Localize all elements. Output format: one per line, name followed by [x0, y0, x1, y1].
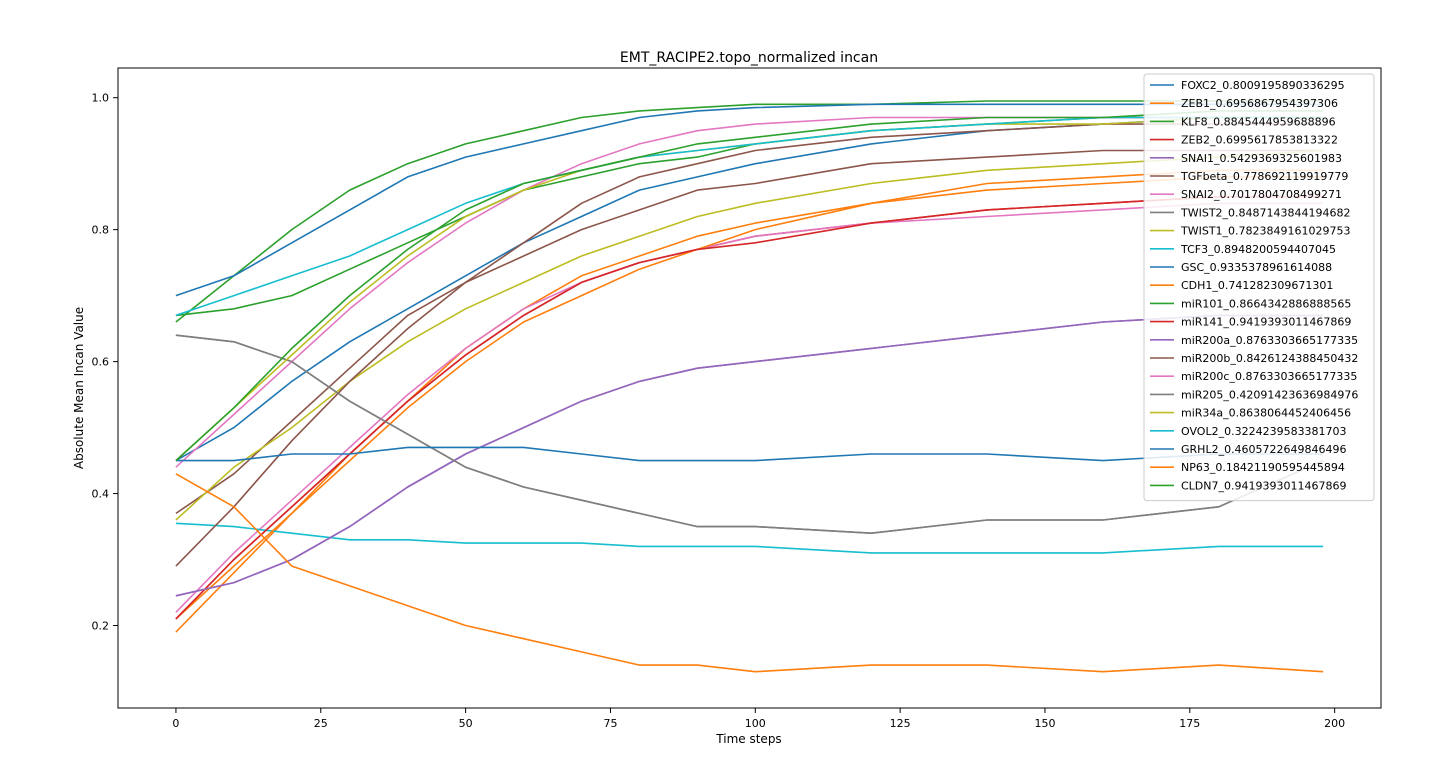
x-tick-label: 75 [603, 717, 617, 730]
legend-label-0: FOXC2_0.8009195890336295 [1181, 79, 1345, 92]
ticks-layer: 0 25 50 75 100 125 150 175 200 0.2 0.4 0.6 0.8 1.0 [92, 92, 1346, 730]
legend-label-20: GRHL2_0.4605722649846496 [1181, 443, 1347, 456]
legend-label-12: miR101_0.8664342886888565 [1181, 297, 1351, 310]
x-tick-label: 175 [1179, 717, 1200, 730]
legend-label-9: TCF3_0.8948200594407045 [1180, 243, 1336, 256]
series-line-20 [175, 446, 1324, 462]
series-line-21 [175, 473, 1324, 673]
legend-label-14: miR200a_0.8763303665177335 [1181, 334, 1358, 347]
series-line-2 [175, 100, 1324, 323]
series-layer [175, 100, 1324, 673]
x-tick-label: 150 [1034, 717, 1055, 730]
legend-label-22: CLDN7_0.9419393011467869 [1181, 479, 1346, 492]
legend-box [1143, 73, 1375, 502]
y-tick-label: 1.0 [92, 92, 110, 105]
y-axis-label: Absolute Mean Incan Value [72, 307, 86, 469]
legend-label-17: miR205_0.42091423636984976 [1181, 388, 1358, 401]
y-tick-label: 0.2 [92, 620, 110, 633]
series-line-13 [175, 195, 1324, 620]
legend: FOXC2_0.8009195890336295 ZEB1_0.695686795… [1143, 73, 1375, 502]
legend-label-18: miR34a_0.8638064452406456 [1181, 407, 1351, 420]
legend-label-5: TGFbeta_0.778692119919779 [1180, 170, 1348, 183]
series-line-5 [175, 149, 1324, 515]
legend-label-2: KLF8_0.8845444959688896 [1181, 115, 1336, 128]
legend-label-8: TWIST1_0.7823849161029753 [1180, 225, 1351, 238]
plot-frame [117, 67, 1382, 709]
legend-label-15: miR200b_0.8426124388450432 [1181, 352, 1358, 365]
chart-title: EMT_RACIPE2.topo_normalized incan [620, 50, 878, 66]
series-line-11 [175, 169, 1324, 620]
legend-label-10: GSC_0.9335378961614088 [1181, 261, 1332, 274]
legend-label-13: miR141_0.9419393011467869 [1181, 316, 1351, 329]
series-line-15 [175, 123, 1324, 567]
legend-label-6: SNAI2_0.7017804708499271 [1181, 188, 1342, 201]
series-line-22 [175, 110, 1324, 462]
x-axis-label: Time steps [715, 732, 781, 746]
x-tick-label: 50 [459, 717, 473, 730]
x-tick-label: 0 [172, 717, 179, 730]
y-tick-label: 0.8 [92, 224, 110, 237]
legend-label-3: ZEB2_0.6995617853813322 [1181, 134, 1338, 147]
series-line-17 [175, 334, 1324, 535]
series-line-8 [175, 149, 1324, 521]
x-tick-label: 125 [890, 717, 911, 730]
series-line-14 [175, 314, 1324, 597]
legend-label-11: CDH1_0.741282309671301 [1181, 279, 1333, 292]
legend-label-16: miR200c_0.8763303665177335 [1181, 370, 1357, 383]
x-tick-label: 100 [745, 717, 766, 730]
y-tick-label: 0.4 [92, 488, 110, 501]
x-tick-label: 25 [314, 717, 328, 730]
y-tick-label: 0.6 [92, 356, 110, 369]
x-tick-label: 200 [1324, 717, 1345, 730]
series-line-10 [175, 103, 1324, 297]
legend-label-21: NP63_0.18421190595445894 [1181, 461, 1345, 474]
series-line-9 [175, 522, 1324, 554]
legend-label-19: OVOL2_0.3224239583381703 [1181, 425, 1347, 438]
legend-label-4: SNAI1_0.5429369325601983 [1181, 152, 1342, 165]
legend-label-7: TWIST2_0.8487143844194682 [1180, 206, 1351, 219]
legend-label-1: ZEB1_0.6956867954397306 [1181, 97, 1338, 110]
series-line-1 [175, 176, 1324, 633]
